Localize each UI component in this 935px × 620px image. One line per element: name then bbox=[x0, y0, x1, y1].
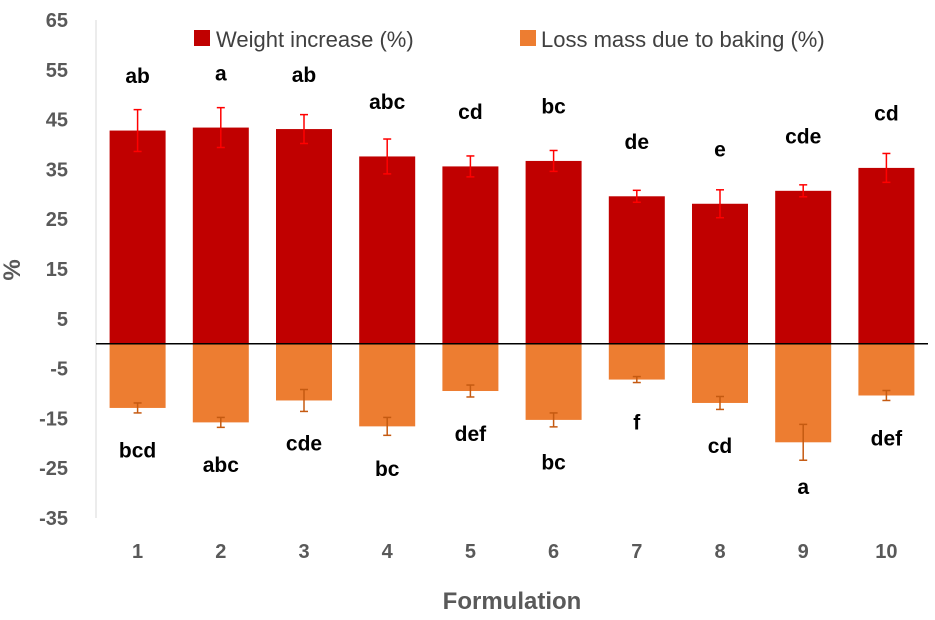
sig-label-weight-increase: ab bbox=[292, 64, 317, 87]
x-tick-label: 8 bbox=[714, 541, 725, 563]
x-tick-label: 9 bbox=[798, 541, 809, 563]
bar-loss-mass bbox=[359, 343, 416, 427]
sig-label-loss-mass: a bbox=[797, 476, 809, 499]
y-tick-label: 55 bbox=[46, 60, 68, 82]
bar-weight-increase bbox=[692, 203, 748, 344]
bar-weight-increase bbox=[525, 160, 582, 344]
bar-weight-increase bbox=[608, 196, 665, 344]
x-tick-label: 4 bbox=[382, 541, 394, 563]
bar-loss-mass bbox=[192, 343, 249, 423]
y-tick-label: 45 bbox=[46, 110, 68, 132]
bar-weight-increase bbox=[276, 129, 332, 344]
legend-swatch-loss-mass bbox=[520, 30, 536, 46]
y-tick-label: -5 bbox=[50, 359, 68, 381]
y-tick-label: 25 bbox=[46, 209, 68, 231]
x-axis-ticks: 1 2 3 4 5 6 7 8 9 10 bbox=[132, 541, 897, 563]
legend-swatch-weight-increase bbox=[194, 30, 210, 46]
x-tick-label: 3 bbox=[298, 541, 309, 563]
sig-label-loss-mass: bcd bbox=[119, 440, 156, 463]
x-tick-label: 6 bbox=[548, 541, 559, 563]
x-tick-label: 2 bbox=[215, 541, 226, 563]
sig-label-loss-mass: def bbox=[455, 423, 488, 446]
bar-weight-increase bbox=[192, 127, 249, 344]
legend-label-weight-increase: Weight increase (%) bbox=[216, 27, 414, 52]
y-tick-label: 65 bbox=[46, 10, 68, 32]
y-tick-label: -25 bbox=[39, 458, 68, 480]
sig-label-loss-mass: bc bbox=[541, 452, 566, 475]
sig-label-weight-increase: de bbox=[625, 131, 650, 154]
sig-label-weight-increase: cd bbox=[874, 103, 899, 126]
sig-label-loss-mass: cde bbox=[286, 432, 322, 455]
bar-weight-increase bbox=[858, 167, 915, 344]
bar-weight-increase bbox=[442, 166, 499, 344]
sig-label-weight-increase: a bbox=[215, 62, 227, 85]
sig-label-loss-mass: cd bbox=[708, 435, 733, 458]
x-axis-title: Formulation bbox=[443, 588, 582, 615]
significance-labels: ab a ab abc cd bc de e cde cd bcd abc cde bc def bc f cd a… bbox=[119, 62, 903, 499]
x-tick-label: 5 bbox=[465, 541, 476, 563]
sig-label-weight-increase: ab bbox=[125, 65, 150, 88]
sig-label-weight-increase: cd bbox=[458, 101, 483, 124]
sig-label-loss-mass: bc bbox=[375, 458, 400, 481]
bar-loss-mass bbox=[858, 343, 915, 396]
legend-label-loss-mass: Loss mass due to baking (%) bbox=[541, 27, 825, 52]
y-tick-label: -15 bbox=[39, 408, 68, 430]
legend: Weight increase (%) Loss mass due to bak… bbox=[194, 27, 825, 52]
bars bbox=[109, 106, 915, 461]
sig-label-loss-mass: def bbox=[871, 427, 904, 450]
sig-label-weight-increase: cde bbox=[785, 126, 821, 149]
sig-label-weight-increase: bc bbox=[541, 96, 566, 119]
y-axis-title: % bbox=[0, 259, 26, 280]
sig-label-weight-increase: e bbox=[714, 138, 726, 161]
sig-label-loss-mass: f bbox=[633, 411, 641, 434]
y-tick-label: 5 bbox=[57, 309, 68, 331]
x-tick-label: 1 bbox=[132, 541, 143, 563]
sig-label-weight-increase: abc bbox=[369, 91, 406, 114]
bar-weight-increase bbox=[775, 190, 832, 344]
y-tick-label: -35 bbox=[39, 508, 68, 530]
bar-loss-mass bbox=[692, 343, 748, 403]
bar-loss-mass bbox=[608, 343, 665, 380]
bar-weight-increase bbox=[109, 130, 166, 344]
sig-label-loss-mass: abc bbox=[203, 454, 240, 477]
x-tick-label: 7 bbox=[631, 541, 642, 563]
bar-loss-mass bbox=[525, 343, 582, 420]
x-tick-label: 10 bbox=[875, 541, 897, 563]
y-axis-ticks: 65 55 45 35 25 15 5 -5 -15 -25 -35 bbox=[39, 10, 68, 530]
y-tick-label: 15 bbox=[46, 259, 68, 281]
bar-weight-increase bbox=[359, 156, 416, 344]
bar-loss-mass bbox=[442, 343, 499, 392]
bar-loss-mass bbox=[109, 343, 166, 408]
y-tick-label: 35 bbox=[46, 159, 68, 181]
